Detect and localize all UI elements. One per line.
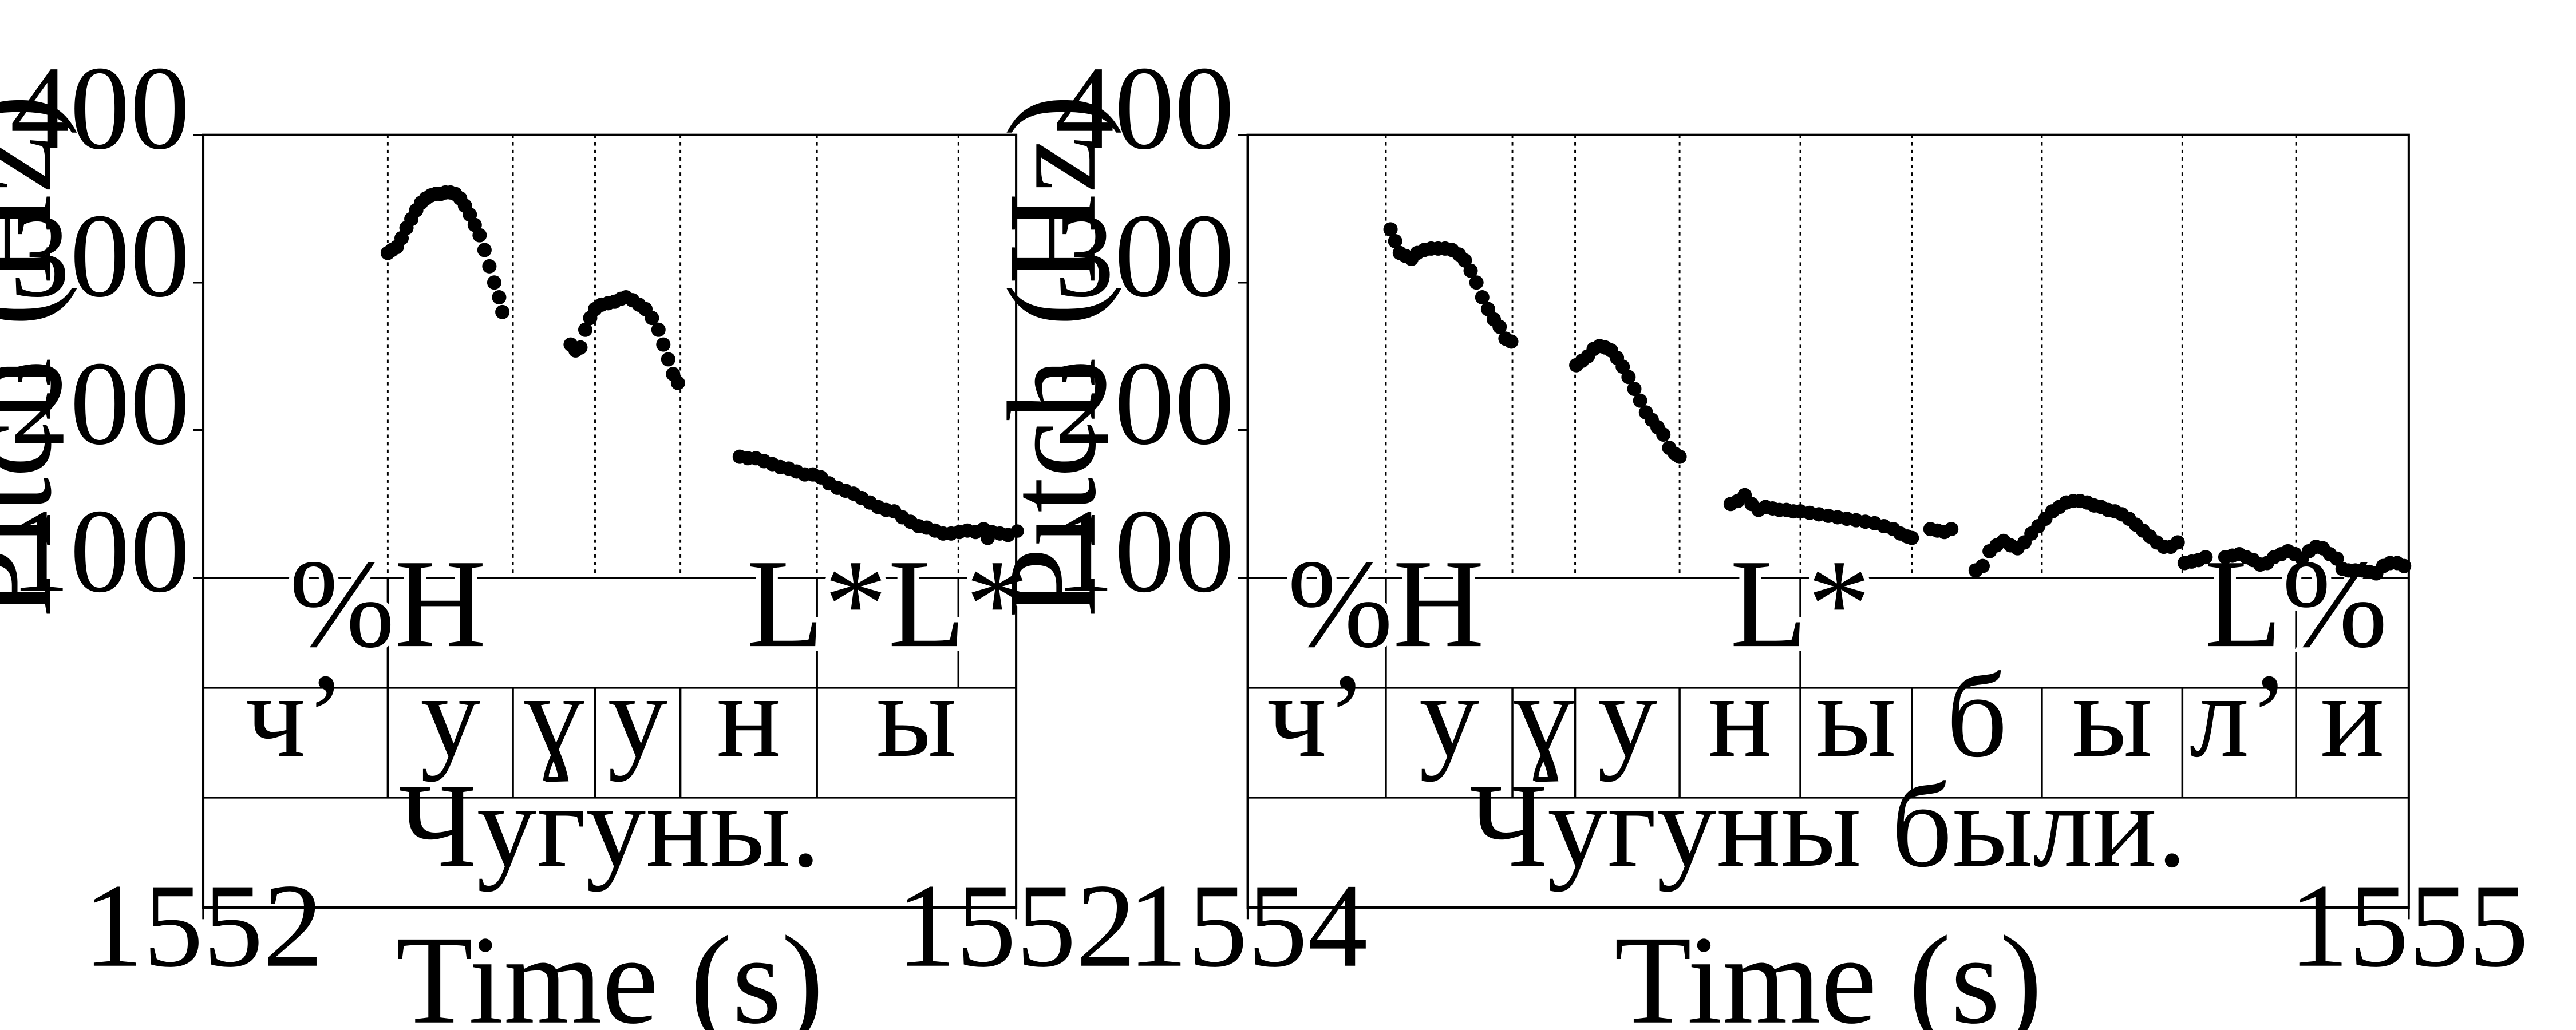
segment-label: н <box>1708 649 1772 782</box>
pitch-point <box>482 259 497 274</box>
segment-label: ч’ <box>1267 649 1367 782</box>
pitch-point <box>1475 290 1490 305</box>
sentence-label: Чугуны. <box>399 759 821 892</box>
y-tick-label: 100 <box>1054 485 1234 617</box>
pitch-point <box>578 322 592 337</box>
segment-label: б <box>1946 649 2008 782</box>
x-axis-label: Time (s) <box>396 910 824 1030</box>
pitch-point <box>1383 222 1398 237</box>
tone-label: L* <box>746 533 887 674</box>
y-tick-label: 200 <box>10 337 189 470</box>
y-tick-label: 100 <box>10 485 189 617</box>
pitch-point <box>1944 522 1959 537</box>
segment-label: ɣ <box>524 649 584 782</box>
x-tick-label: 1552 <box>896 859 1136 992</box>
y-tick-label: 400 <box>1054 42 1234 175</box>
pitch-point <box>656 337 671 352</box>
pitch-point <box>1633 393 1647 408</box>
pitch-point <box>1975 558 1990 573</box>
pitch-point <box>1621 370 1636 385</box>
x-tick-label: 1552 <box>84 859 323 992</box>
panel-2: ч’ у ɣ у н ы б ы л’ и%H L* L%Чугуны были.1002003004… <box>982 42 2529 1030</box>
y-axis-label: Pitch (Hz) <box>982 94 1122 618</box>
pitch-point <box>1001 528 1016 542</box>
pitch-point <box>1672 449 1687 464</box>
segment-label: у <box>608 649 668 782</box>
segment-label: ч’ <box>246 649 346 782</box>
pitch-point <box>1492 319 1507 334</box>
pitch-point <box>1627 381 1642 397</box>
pitch-point <box>1469 275 1484 290</box>
pitch-point <box>495 304 510 319</box>
tone-label: %H <box>289 533 486 674</box>
pitch-point <box>1463 263 1478 278</box>
pitch-point <box>492 290 507 305</box>
segment-label: ɣ <box>1514 649 1574 782</box>
pitch-point <box>651 322 666 337</box>
pitch-point <box>2170 535 2185 550</box>
y-tick-label: 400 <box>10 42 189 175</box>
x-tick-label: 1554 <box>1128 859 1368 992</box>
pitch-point <box>2198 550 2213 565</box>
tone-label: L* <box>1730 533 1871 674</box>
pitch-point <box>670 375 685 390</box>
segment-label: у <box>420 649 480 782</box>
pitch-point <box>472 228 487 243</box>
pitch-track <box>1383 222 2412 581</box>
y-axis-label: Pitch (Hz) <box>0 94 77 618</box>
plot-frame <box>1246 133 2410 909</box>
y-tick-label: 300 <box>1054 189 1234 322</box>
segment-label: и <box>2320 649 2384 782</box>
x-tick-label: 1555 <box>2289 859 2528 992</box>
pitch-point <box>1388 233 1402 248</box>
tone-label: %H <box>1287 533 1484 674</box>
y-tick-label: 300 <box>10 189 189 322</box>
segment-label: у <box>1597 649 1657 782</box>
pitch-point <box>645 311 659 326</box>
segment-label: у <box>1419 649 1479 782</box>
pitch-point <box>661 352 675 367</box>
pitch-point <box>1504 334 1519 349</box>
pitch-point <box>477 243 492 258</box>
segment-label: л’ <box>2190 649 2289 782</box>
x-axis-label: Time (s) <box>1614 910 2042 1030</box>
sentence-label: Чугуны были. <box>1469 759 2187 892</box>
pitch-point <box>2397 558 2412 573</box>
pitch-track <box>380 185 1016 545</box>
y-tick-label: 200 <box>1054 337 1234 470</box>
plot-frame <box>202 133 1018 909</box>
segment-label: ы <box>876 649 957 782</box>
segment-label: ы <box>1816 649 1897 782</box>
pitch-point <box>1905 530 1919 545</box>
pitch-point <box>573 340 588 355</box>
tone-label: L* <box>888 533 1029 674</box>
pitch-point <box>1656 427 1671 442</box>
pitch-point <box>487 275 501 290</box>
segment-label: ы <box>2072 649 2152 782</box>
segment-label: н <box>717 649 781 782</box>
